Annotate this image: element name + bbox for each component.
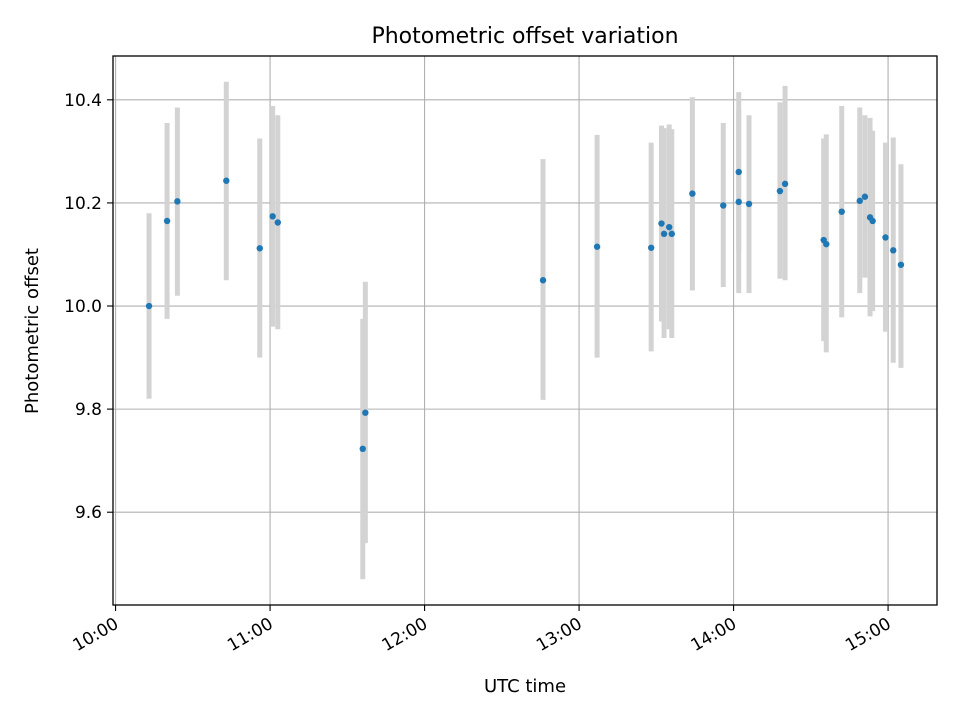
grid — [113, 56, 937, 605]
y-axis-label: Photometric offset — [22, 248, 43, 414]
data-point — [256, 245, 263, 252]
data-point — [274, 219, 281, 226]
data-point — [647, 244, 655, 251]
data-point — [668, 230, 675, 238]
x-axis-label: UTC time — [484, 676, 566, 697]
data-point — [362, 409, 369, 416]
data-point — [856, 197, 863, 205]
data-point — [735, 198, 742, 206]
data-point — [861, 193, 869, 200]
data-point — [539, 277, 547, 284]
data-point — [660, 230, 668, 238]
data-point — [890, 247, 897, 254]
data-point — [720, 202, 727, 209]
y-axis: 9.6 9.8 10.0 10.2 10.4 — [64, 91, 113, 523]
y-tick-label: 10.2 — [64, 194, 102, 214]
data-point — [735, 168, 742, 176]
data-point — [163, 217, 171, 225]
plot-frame — [112, 55, 938, 606]
y-tick-label: 9.8 — [75, 400, 102, 420]
y-tick-label: 10.0 — [64, 297, 102, 317]
data-point — [269, 213, 276, 220]
data-point — [666, 223, 673, 231]
data-point — [776, 187, 784, 195]
data-point — [882, 234, 889, 241]
data-point — [593, 243, 601, 250]
data-point — [359, 445, 366, 453]
data-point — [897, 261, 905, 268]
y-tick-label: 10.4 — [64, 91, 102, 111]
y-tick-label: 9.6 — [75, 503, 102, 523]
data-point — [823, 240, 830, 248]
data-point — [145, 302, 153, 310]
data-point — [689, 190, 696, 197]
data-point — [174, 198, 181, 205]
data-point — [781, 180, 789, 188]
chart-title: Photometric offset variation — [371, 24, 678, 49]
data-point — [838, 208, 845, 215]
data-point — [869, 217, 876, 225]
data-point — [745, 200, 753, 208]
data-point — [658, 220, 665, 227]
data-points — [145, 168, 905, 453]
data-point — [223, 177, 230, 184]
